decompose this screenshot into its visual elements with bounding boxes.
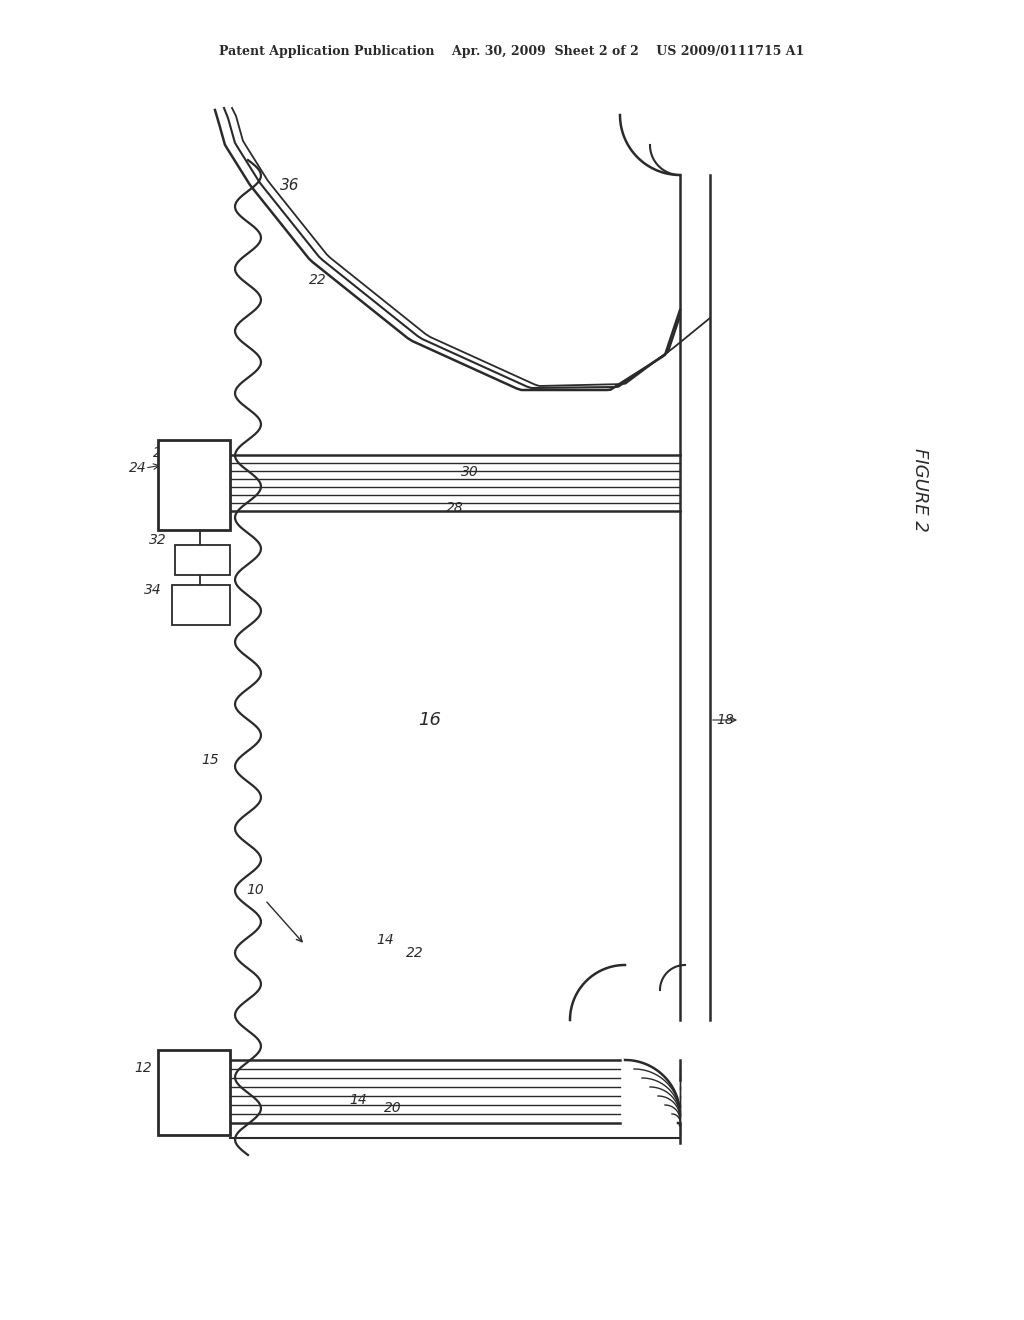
Bar xyxy=(158,440,230,531)
Text: 16: 16 xyxy=(419,711,441,729)
Text: 28: 28 xyxy=(446,502,464,515)
Text: 22: 22 xyxy=(407,946,424,960)
Bar xyxy=(172,585,230,624)
Text: 14: 14 xyxy=(376,933,394,946)
Text: Patent Application Publication    Apr. 30, 2009  Sheet 2 of 2    US 2009/0111715: Patent Application Publication Apr. 30, … xyxy=(219,45,805,58)
Bar xyxy=(175,545,230,576)
Text: 30: 30 xyxy=(461,465,479,479)
Text: 20: 20 xyxy=(384,1101,401,1115)
Text: 22: 22 xyxy=(309,273,327,286)
Text: 18: 18 xyxy=(716,713,734,727)
Text: 24: 24 xyxy=(129,461,146,475)
Text: 26: 26 xyxy=(154,446,171,459)
Text: 32: 32 xyxy=(150,533,167,546)
Text: 10: 10 xyxy=(246,883,264,898)
Text: 36: 36 xyxy=(281,177,300,193)
Text: FIGURE 2: FIGURE 2 xyxy=(911,447,929,532)
Text: 14: 14 xyxy=(349,1093,367,1107)
Text: 12: 12 xyxy=(134,1061,152,1074)
Text: 34: 34 xyxy=(144,583,162,597)
Text: 15: 15 xyxy=(201,752,219,767)
Bar xyxy=(158,1049,230,1135)
